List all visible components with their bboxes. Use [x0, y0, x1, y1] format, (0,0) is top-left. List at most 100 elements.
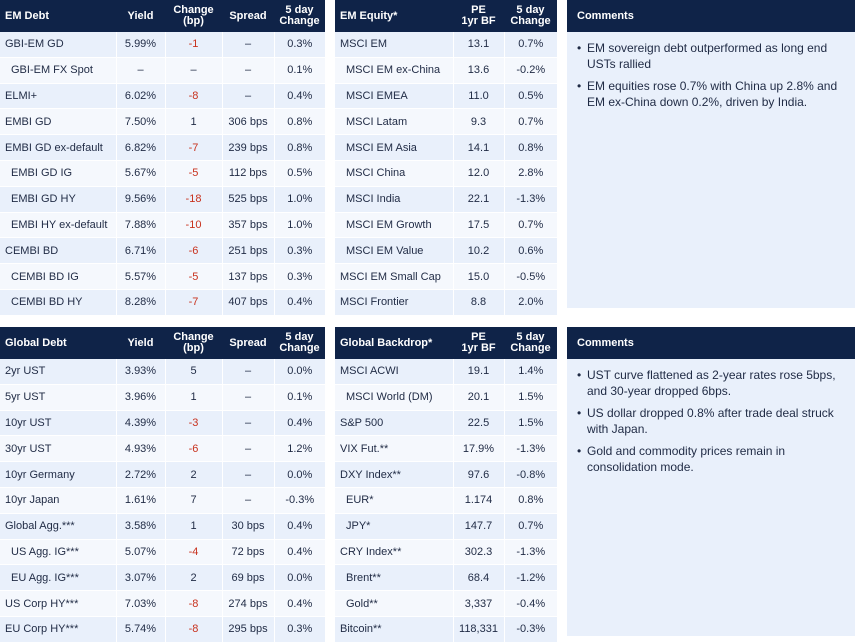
em-debt-yield: 8.28% [116, 289, 166, 316]
global-debt-name: 10yr Germany [0, 461, 117, 488]
em-debt-five-day: 0.3% [274, 32, 325, 58]
table-row: CEMBI BD IG 5.57% -5 137 bps 0.3% [0, 263, 325, 290]
global-debt-change: 1 [165, 513, 223, 540]
global-backdrop-name: MSCI ACWI [335, 359, 454, 385]
comment-item: UST curve flattened as 2-year rates rose… [577, 367, 847, 399]
table-row: US Agg. IG*** 5.07% -4 72 bps 0.4% [0, 539, 325, 566]
em-equity-pe: 15.0 [453, 263, 505, 290]
global-backdrop-header-2: 5 day Change [504, 327, 557, 359]
em-equity-name: MSCI EM [335, 32, 454, 58]
em-equity-name: MSCI Latam [335, 108, 454, 136]
table-row: ELMI+ 6.02% -8–0.4% [0, 83, 325, 110]
table-row: EMBI GD 7.50% 1 306 bps 0.8% [0, 108, 325, 136]
table-row: DXY Index** 97.6 -0.8% [335, 461, 557, 488]
global-debt-five-day: 0.0% [274, 461, 325, 488]
em-debt-spread: – [222, 57, 275, 84]
table-row: EUR* 1.174 0.8% [335, 487, 557, 514]
em-debt-name: EMBI GD HY [0, 186, 117, 213]
global-backdrop-five-day: 1.5% [504, 410, 557, 437]
em-debt-change: -1 [165, 32, 223, 58]
global-debt-change: -6 [165, 435, 223, 463]
em-debt-change: -10 [165, 212, 223, 239]
em-debt-change: -7 [165, 289, 223, 316]
global-debt-five-day: 0.4% [274, 539, 325, 566]
global-debt-header-0: Global Debt [0, 327, 116, 359]
global-debt-change: 2 [165, 461, 223, 488]
global-debt-spread: – [222, 410, 275, 437]
global-debt-name: 30yr UST [0, 435, 117, 463]
table-row: US Corp HY*** 7.03% -8 274 bps 0.4% [0, 590, 325, 617]
table-row: MSCI ACWI 19.1 1.4% [335, 359, 557, 385]
global-debt-spread: – [222, 435, 275, 463]
global-backdrop-pe: 19.1 [453, 359, 505, 385]
global-debt-name: EU Agg. IG*** [0, 564, 117, 592]
em-debt-spread: 407 bps [222, 289, 275, 316]
em-equity-name: MSCI EM Growth [335, 212, 454, 239]
em-equity-name: MSCI Frontier [335, 289, 454, 316]
em-debt-spread: – [222, 83, 275, 110]
global-debt-name: US Agg. IG*** [0, 539, 117, 566]
table-row: MSCI China 12.0 2.8% [335, 160, 557, 187]
table-row: MSCI EM Asia 14.1 0.8% [335, 134, 557, 161]
global-debt-five-day: -0.3% [274, 487, 325, 514]
em-equity-header-2: 5 day Change [504, 0, 557, 32]
table-row: MSCI EM Small Cap 15.0 -0.5% [335, 263, 557, 290]
comment-item: EM sovereign debt outperformed as long e… [577, 40, 847, 72]
table-row: MSCI EM 13.1 0.7% [335, 32, 557, 58]
em-debt-name: EMBI HY ex-default [0, 212, 117, 239]
global-debt-name: Global Agg.*** [0, 513, 117, 540]
em-debt-yield: 5.57% [116, 263, 166, 290]
em-equity-five-day: -0.2% [504, 57, 557, 84]
em-debt-change: -5 [165, 263, 223, 290]
em-debt-name: GBI-EM GD [0, 32, 117, 58]
table-row: EU Agg. IG*** 3.07% 2 69 bps 0.0% [0, 564, 325, 592]
global-debt-yield: 3.96% [116, 384, 166, 411]
table-row: Bitcoin** 118,331 -0.3% [335, 616, 557, 643]
em-debt-name: EMBI GD [0, 108, 117, 136]
global-backdrop-name: Brent** [335, 564, 454, 592]
em-equity-pe: 22.1 [453, 186, 505, 213]
global-backdrop-pe: 17.9% [453, 435, 505, 463]
global-debt-name: 10yr Japan [0, 487, 117, 514]
em-debt-change: -18 [165, 186, 223, 213]
em-equity-five-day: 0.7% [504, 212, 557, 239]
em-equity-pe: 10.2 [453, 237, 505, 265]
global-debt-change: 5 [165, 359, 223, 385]
global-debt-five-day: 0.0% [274, 564, 325, 592]
em-debt-header-2: Change (bp) [165, 0, 222, 32]
global-debt-five-day: 0.0% [274, 359, 325, 385]
global-debt-name: 2yr UST [0, 359, 117, 385]
em-debt-change: -7 [165, 134, 223, 161]
em-equity-five-day: 0.5% [504, 83, 557, 110]
em-equity-pe: 14.1 [453, 134, 505, 161]
em-debt-change: -6 [165, 237, 223, 265]
table-row: EMBI HY ex-default 7.88% -10 357 bps 1.0% [0, 212, 325, 239]
em-debt-name: CEMBI BD [0, 237, 117, 265]
em-debt-five-day: 0.5% [274, 160, 325, 187]
global-backdrop-name: Gold** [335, 590, 454, 617]
table-row: EMBI GD ex-default 6.82% -7 239 bps 0.8% [0, 134, 325, 161]
em-debt-header-4: 5 day Change [274, 0, 325, 32]
em-debt-spread: 239 bps [222, 134, 275, 161]
global-debt-spread: 295 bps [222, 616, 275, 643]
table-row: EMBI GD HY 9.56% -18 525 bps 1.0% [0, 186, 325, 213]
table-row: MSCI EM Value 10.2 0.6% [335, 237, 557, 265]
global-debt-name: 10yr UST [0, 410, 117, 437]
global-debt-change: 2 [165, 564, 223, 592]
em-equity-pe: 13.6 [453, 57, 505, 84]
em-equity-header-0: EM Equity* [335, 0, 453, 32]
global-debt-spread: – [222, 359, 275, 385]
global-debt-yield: 3.07% [116, 564, 166, 592]
global-debt-header-1: Yield [116, 327, 165, 359]
global-debt-spread: – [222, 487, 275, 514]
em-debt-five-day: 0.4% [274, 83, 325, 110]
global-backdrop-five-day: -0.3% [504, 616, 557, 643]
global-debt-panel: Global Debt Yield Change (bp) Spread 5 day C… [0, 327, 325, 643]
comment-item: EM equities rose 0.7% with China up 2.8%… [577, 78, 847, 110]
global-debt-yield: 5.74% [116, 616, 166, 643]
em-debt-five-day: 0.8% [274, 108, 325, 136]
global-debt-five-day: 0.4% [274, 590, 325, 617]
table-row: MSCI World (DM) 20.1 1.5% [335, 384, 557, 411]
em-equity-name: MSCI India [335, 186, 454, 213]
table-row: Global Agg.*** 3.58% 1 30 bps 0.4% [0, 513, 325, 540]
